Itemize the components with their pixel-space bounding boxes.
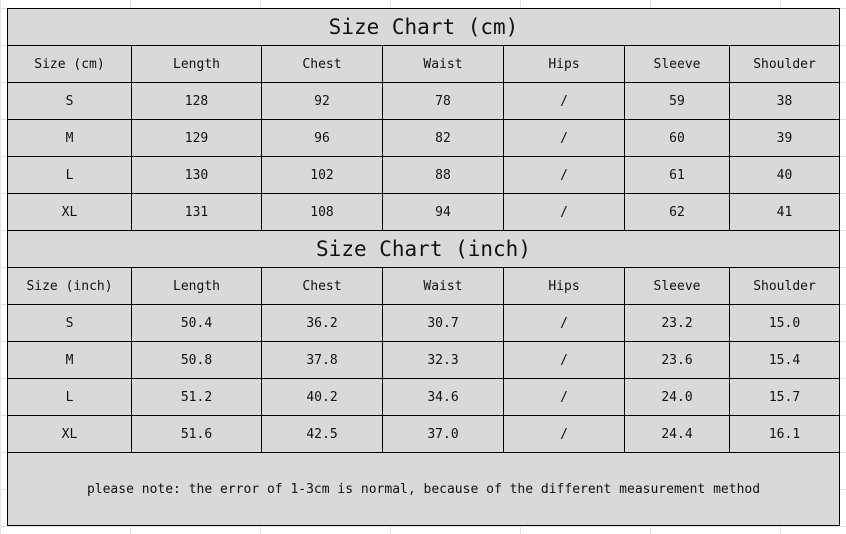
- table-cell[interactable]: M: [7, 119, 132, 157]
- table-title[interactable]: Size Chart (cm): [7, 8, 840, 46]
- table-cell[interactable]: /: [503, 304, 625, 342]
- note-row: please note: the error of 1-3cm is norma…: [7, 452, 840, 526]
- table-cell[interactable]: 32.3: [382, 341, 504, 379]
- table-cell[interactable]: /: [503, 82, 625, 120]
- table-row: S 128 92 78/59 38: [7, 82, 840, 120]
- table-cell[interactable]: L: [7, 156, 132, 194]
- table-cell[interactable]: XL: [7, 415, 132, 453]
- table-cell[interactable]: /: [503, 415, 625, 453]
- table-cell[interactable]: 92: [261, 82, 383, 120]
- table-cell[interactable]: 15.0: [729, 304, 840, 342]
- table-title[interactable]: Size Chart (inch): [7, 230, 840, 268]
- cm_table-title-row: Size Chart (cm): [7, 8, 840, 46]
- column-header[interactable]: Sleeve: [624, 267, 730, 305]
- table-cell[interactable]: 128: [131, 82, 262, 120]
- table-cell[interactable]: 60: [624, 119, 730, 157]
- table-cell[interactable]: 96: [261, 119, 383, 157]
- table-cell[interactable]: 16.1: [729, 415, 840, 453]
- table-cell[interactable]: 51.6: [131, 415, 262, 453]
- column-header[interactable]: Hips: [503, 45, 625, 83]
- table-cell[interactable]: 15.7: [729, 378, 840, 416]
- table-row: XL 131 108 94/62 41: [7, 193, 840, 231]
- table-cell[interactable]: 50.4: [131, 304, 262, 342]
- table-cell[interactable]: 94: [382, 193, 504, 231]
- column-header[interactable]: Length: [131, 45, 262, 83]
- table-cell[interactable]: 30.7: [382, 304, 504, 342]
- column-header[interactable]: Sleeve: [624, 45, 730, 83]
- table-cell[interactable]: 39: [729, 119, 840, 157]
- table-cell[interactable]: /: [503, 156, 625, 194]
- table-cell[interactable]: 24.0: [624, 378, 730, 416]
- table-cell[interactable]: L: [7, 378, 132, 416]
- column-header[interactable]: Shoulder: [729, 267, 840, 305]
- table-row: L 130 102 88/61 40: [7, 156, 840, 194]
- table-row: L 51.2 40.2 34.6/24.0 15.7: [7, 378, 840, 416]
- table-cell[interactable]: 24.4: [624, 415, 730, 453]
- column-header[interactable]: Size (cm): [7, 45, 132, 83]
- table-cell[interactable]: /: [503, 378, 625, 416]
- table-cell[interactable]: 34.6: [382, 378, 504, 416]
- inch_table-title-row: Size Chart (inch): [7, 230, 840, 268]
- table-row: M 129 96 82/60 39: [7, 119, 840, 157]
- size-chart-sheet: Size Chart (cm) Size (cm) Length Chest Waist…: [7, 8, 840, 526]
- table-cell[interactable]: /: [503, 193, 625, 231]
- table-cell[interactable]: S: [7, 304, 132, 342]
- table-cell[interactable]: 37.8: [261, 341, 383, 379]
- header-row: Size (inch) Length Chest Waist Hips Sleeve Sho…: [7, 267, 840, 305]
- measurement-note[interactable]: please note: the error of 1-3cm is norma…: [7, 452, 840, 526]
- table-cell[interactable]: M: [7, 341, 132, 379]
- table-cell[interactable]: 59: [624, 82, 730, 120]
- table-cell[interactable]: 37.0: [382, 415, 504, 453]
- table-cell[interactable]: 131: [131, 193, 262, 231]
- table-cell[interactable]: 102: [261, 156, 383, 194]
- table-cell[interactable]: 88: [382, 156, 504, 194]
- table-cell[interactable]: 108: [261, 193, 383, 231]
- table-cell[interactable]: 82: [382, 119, 504, 157]
- column-header[interactable]: Hips: [503, 267, 625, 305]
- table-cell[interactable]: 38: [729, 82, 840, 120]
- column-header[interactable]: Length: [131, 267, 262, 305]
- table-row: M 50.8 37.8 32.3/23.6 15.4: [7, 341, 840, 379]
- table-cell[interactable]: 15.4: [729, 341, 840, 379]
- table-row: S 50.4 36.2 30.7/23.2 15.0: [7, 304, 840, 342]
- table-cell[interactable]: S: [7, 82, 132, 120]
- column-header[interactable]: Chest: [261, 45, 383, 83]
- header-row: Size (cm) Length Chest Waist Hips Sleeve Shoul…: [7, 45, 840, 83]
- column-header[interactable]: Waist: [382, 45, 504, 83]
- table-cell[interactable]: 51.2: [131, 378, 262, 416]
- table-cell[interactable]: 41: [729, 193, 840, 231]
- table-cell[interactable]: 23.2: [624, 304, 730, 342]
- table-cell[interactable]: 23.6: [624, 341, 730, 379]
- table-cell[interactable]: 40: [729, 156, 840, 194]
- table-cell[interactable]: 50.8: [131, 341, 262, 379]
- column-header[interactable]: Waist: [382, 267, 504, 305]
- table-cell[interactable]: XL: [7, 193, 132, 231]
- table-cell[interactable]: 61: [624, 156, 730, 194]
- table-cell[interactable]: /: [503, 341, 625, 379]
- table-cell[interactable]: 129: [131, 119, 262, 157]
- column-header[interactable]: Size (inch): [7, 267, 132, 305]
- table-cell[interactable]: /: [503, 119, 625, 157]
- table-row: XL 51.6 42.5 37.0/24.4 16.1: [7, 415, 840, 453]
- table-cell[interactable]: 36.2: [261, 304, 383, 342]
- table-cell[interactable]: 40.2: [261, 378, 383, 416]
- table-cell[interactable]: 78: [382, 82, 504, 120]
- table-cell[interactable]: 130: [131, 156, 262, 194]
- table-cell[interactable]: 62: [624, 193, 730, 231]
- table-cell[interactable]: 42.5: [261, 415, 383, 453]
- column-header[interactable]: Chest: [261, 267, 383, 305]
- column-header[interactable]: Shoulder: [729, 45, 840, 83]
